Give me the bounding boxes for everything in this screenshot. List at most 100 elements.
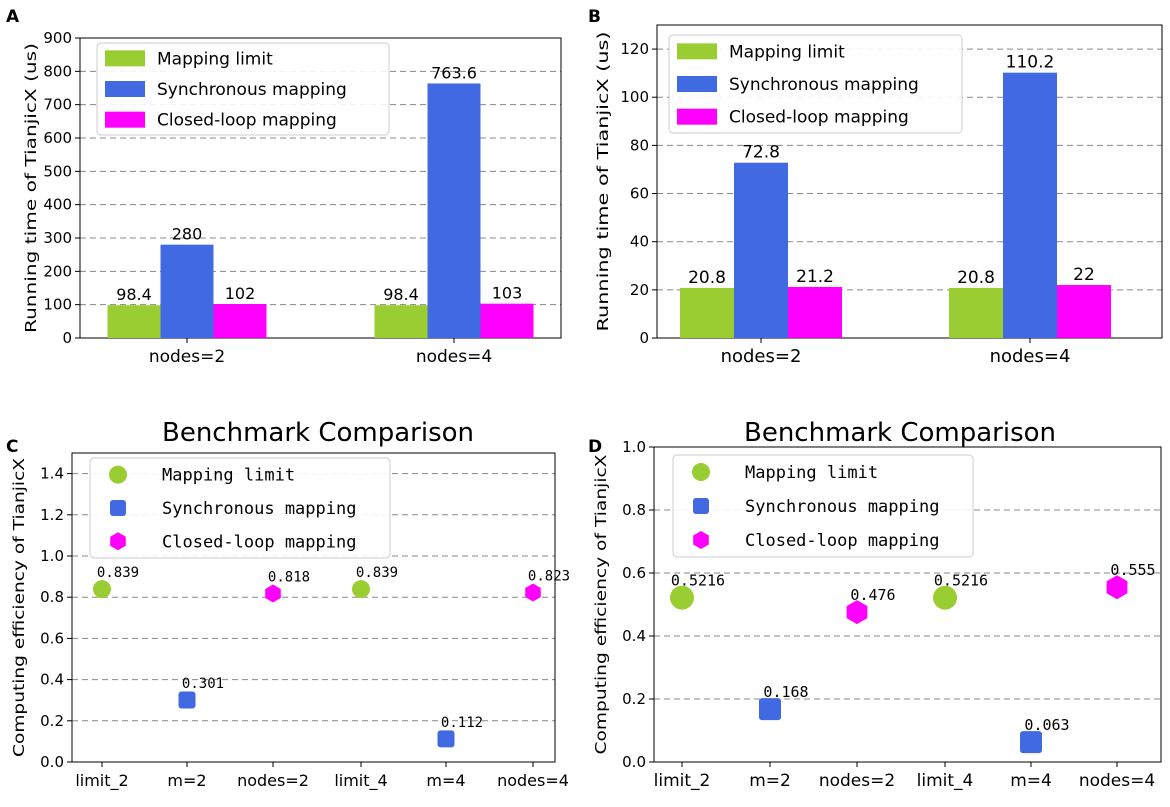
y-tick-label: 600 bbox=[43, 129, 72, 147]
legend-label: Mapping limit bbox=[729, 42, 845, 62]
point-value-label: 0.5216 bbox=[671, 572, 725, 590]
y-tick-label: 1.0 bbox=[40, 547, 64, 565]
y-tick-label: 0.4 bbox=[622, 627, 646, 645]
legend-swatch bbox=[677, 76, 717, 92]
legend-label: Mapping limit bbox=[157, 49, 273, 69]
legend-swatch bbox=[105, 81, 145, 97]
point-value-label: 0.112 bbox=[441, 715, 483, 731]
legend-label: Synchronous mapping bbox=[729, 75, 919, 95]
y-tick-label: 100 bbox=[620, 88, 649, 106]
y-tick-label: 0.2 bbox=[622, 690, 646, 708]
point-value-label: 0.301 bbox=[182, 676, 224, 692]
bar bbox=[213, 304, 267, 338]
legend-label: Synchronous mapping bbox=[162, 499, 356, 519]
legend-swatch bbox=[677, 43, 717, 60]
y-tick-label: 40 bbox=[630, 233, 649, 251]
bar bbox=[427, 83, 481, 338]
panel-letter: A bbox=[6, 7, 20, 27]
x-tick-label: nodes=2 bbox=[819, 771, 895, 791]
point-value-label: 0.818 bbox=[268, 569, 310, 585]
x-tick-label: m=4 bbox=[426, 771, 465, 790]
y-tick-label: 800 bbox=[43, 62, 72, 80]
legend-label: Mapping limit bbox=[745, 463, 878, 483]
legend-label: Closed-loop mapping bbox=[162, 532, 356, 552]
y-tick-label: 1.0 bbox=[622, 438, 646, 456]
legend-swatch bbox=[693, 498, 709, 514]
y-tick-label: 0.4 bbox=[40, 671, 64, 689]
x-tick-label: m=2 bbox=[749, 771, 791, 791]
y-tick-label: 500 bbox=[43, 162, 72, 180]
x-tick-label: nodes=4 bbox=[416, 347, 492, 367]
bar bbox=[949, 287, 1003, 338]
point-marker bbox=[352, 580, 370, 599]
x-tick-label: nodes=2 bbox=[149, 347, 225, 367]
x-tick-label: nodes=2 bbox=[237, 771, 309, 790]
bar bbox=[1057, 285, 1111, 338]
legend-swatch bbox=[109, 465, 127, 484]
bar-value-label: 110.2 bbox=[1006, 53, 1055, 73]
panel-b: B 0 20 40 60 80 100 120 Running time of TianjicX… bbox=[588, 7, 1163, 367]
bar-value-label: 98.4 bbox=[116, 285, 152, 304]
y-tick-label: 400 bbox=[43, 196, 72, 214]
panel-letter: B bbox=[588, 7, 601, 27]
legend: Mapping limit Synchronous mapping Closed-l… bbox=[672, 454, 974, 558]
legend-box bbox=[672, 454, 974, 558]
point-marker bbox=[933, 585, 957, 610]
axes-frame bbox=[653, 446, 1162, 763]
legend: Mapping limit Synchronous mapping Closed-l… bbox=[668, 34, 963, 134]
legend-box bbox=[96, 42, 390, 136]
x-tick-label: nodes=2 bbox=[721, 346, 802, 367]
legend-label: Mapping limit bbox=[162, 466, 295, 486]
y-tick-label: 100 bbox=[43, 296, 72, 314]
point-marker bbox=[437, 730, 455, 748]
point-marker bbox=[670, 585, 694, 610]
bar bbox=[160, 244, 214, 338]
y-tick-label: 0.0 bbox=[622, 753, 646, 771]
legend-swatch bbox=[105, 50, 145, 67]
legend-label: Closed-loop mapping bbox=[729, 108, 909, 128]
y-axis-label: Computing efficiency of TianjicX bbox=[592, 455, 610, 755]
bar-value-label: 20.8 bbox=[688, 268, 726, 288]
point-value-label: 0.063 bbox=[1024, 716, 1069, 734]
y-axis-label: Running time of TianjicX (us) bbox=[594, 32, 612, 332]
legend-box bbox=[89, 457, 391, 559]
chart-title: Benchmark Comparison bbox=[744, 418, 1056, 448]
y-tick-label: 1.4 bbox=[40, 465, 64, 483]
legend-swatch bbox=[110, 500, 126, 516]
bar bbox=[788, 286, 842, 338]
bar bbox=[734, 162, 788, 338]
y-tick-label: 0.0 bbox=[40, 753, 64, 771]
axes-frame bbox=[656, 24, 1163, 339]
legend: Mapping limit Synchronous mapping Closed-l… bbox=[96, 42, 390, 136]
axes-frame bbox=[79, 37, 562, 339]
x-tick-label: limit_4 bbox=[917, 771, 974, 791]
y-tick-label: 0.6 bbox=[622, 564, 646, 582]
point-marker bbox=[93, 580, 111, 599]
panel-letter: C bbox=[6, 437, 18, 457]
point-marker bbox=[1106, 575, 1128, 600]
y-tick-label: 120 bbox=[620, 40, 649, 58]
legend-swatch bbox=[110, 532, 126, 551]
bar-value-label: 280 bbox=[172, 225, 203, 244]
x-tick-label: limit_2 bbox=[75, 771, 128, 791]
y-tick-label: 300 bbox=[43, 229, 72, 247]
y-tick-label: 0.2 bbox=[40, 712, 64, 730]
y-axis-label: Running time of TianjicX (us) bbox=[22, 43, 40, 333]
x-tick-label: nodes=4 bbox=[990, 346, 1071, 367]
y-tick-label: 0 bbox=[62, 329, 72, 347]
panel-letter: D bbox=[588, 437, 602, 457]
x-tick-label: m=4 bbox=[1010, 771, 1052, 791]
bar bbox=[680, 287, 734, 338]
legend-swatch bbox=[677, 108, 717, 125]
bar-value-label: 21.2 bbox=[796, 267, 834, 287]
bar-value-label: 22 bbox=[1073, 265, 1095, 285]
x-tick-label: m=2 bbox=[167, 771, 206, 790]
y-tick-label: 0.8 bbox=[622, 501, 646, 519]
panel-c: C Benchmark Comparison 0.0 0.2 0.4 0.6 0.8 1.0 1… bbox=[6, 418, 570, 791]
y-tick-label: 0.6 bbox=[40, 629, 64, 647]
bar-value-label: 20.8 bbox=[957, 268, 995, 288]
legend-label: Synchronous mapping bbox=[745, 497, 939, 517]
chart-title: Benchmark Comparison bbox=[162, 418, 474, 448]
legend: Mapping limit Synchronous mapping Closed-l… bbox=[89, 457, 391, 559]
